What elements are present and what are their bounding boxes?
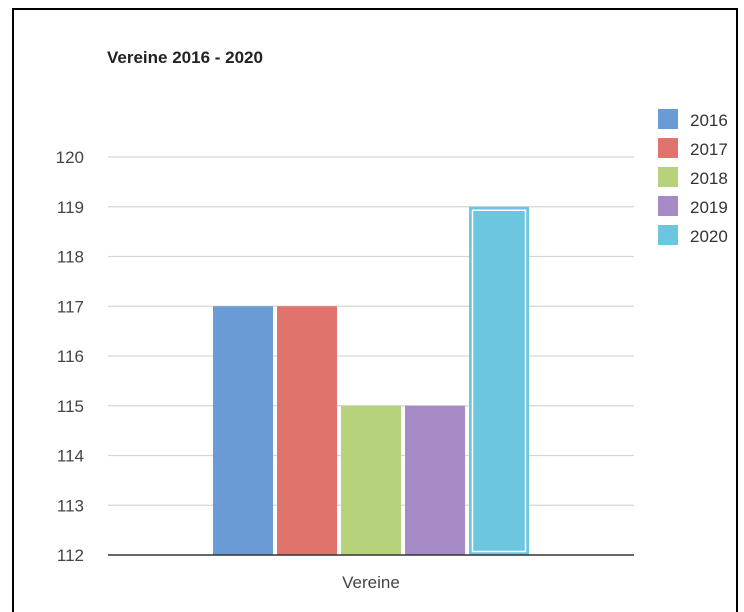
legend-label-2020: 2020 bbox=[690, 227, 728, 246]
legend-swatch-2017 bbox=[658, 138, 678, 158]
y-tick-label: 114 bbox=[57, 447, 84, 466]
legend-label-2019: 2019 bbox=[690, 198, 728, 217]
bar-2017[interactable] bbox=[277, 306, 337, 555]
y-tick-label: 119 bbox=[57, 198, 84, 217]
bar-2019[interactable] bbox=[405, 405, 465, 555]
legend-label-2017: 2017 bbox=[690, 140, 728, 159]
chart-title: Vereine 2016 - 2020 bbox=[107, 48, 263, 67]
y-axis-ticks: 112 113 114 115 116 117 118 119 120 bbox=[56, 148, 84, 565]
chart-frame: Vereine 2016 - 2020 112 113 114 115 116 117 11… bbox=[12, 8, 738, 612]
legend-swatch-2018 bbox=[658, 167, 678, 187]
x-tick-label: Vereine bbox=[342, 573, 400, 592]
y-tick-label: 120 bbox=[56, 148, 84, 167]
bar-2018[interactable] bbox=[341, 405, 401, 555]
legend: 2016 2017 2018 2019 2020 bbox=[658, 109, 728, 246]
y-tick-label: 112 bbox=[57, 546, 84, 565]
y-tick-label: 118 bbox=[57, 248, 84, 267]
x-axis-ticks: Vereine bbox=[342, 573, 400, 592]
y-tick-label: 115 bbox=[57, 397, 84, 416]
bars bbox=[213, 206, 529, 555]
legend-swatch-2019 bbox=[658, 196, 678, 216]
bar-highlight-outline bbox=[471, 209, 527, 553]
legend-label-2016: 2016 bbox=[690, 111, 728, 130]
legend-swatch-2016 bbox=[658, 109, 678, 129]
y-tick-label: 117 bbox=[57, 297, 84, 316]
y-tick-label: 116 bbox=[57, 347, 84, 366]
legend-swatch-2020 bbox=[658, 225, 678, 245]
bar-chart: Vereine 2016 - 2020 11211311411511611711… bbox=[56, 48, 728, 592]
legend-label-2018: 2018 bbox=[690, 169, 728, 188]
bar-2020[interactable] bbox=[469, 206, 529, 555]
bar-2016[interactable] bbox=[213, 306, 273, 555]
y-tick-label: 113 bbox=[57, 496, 84, 515]
